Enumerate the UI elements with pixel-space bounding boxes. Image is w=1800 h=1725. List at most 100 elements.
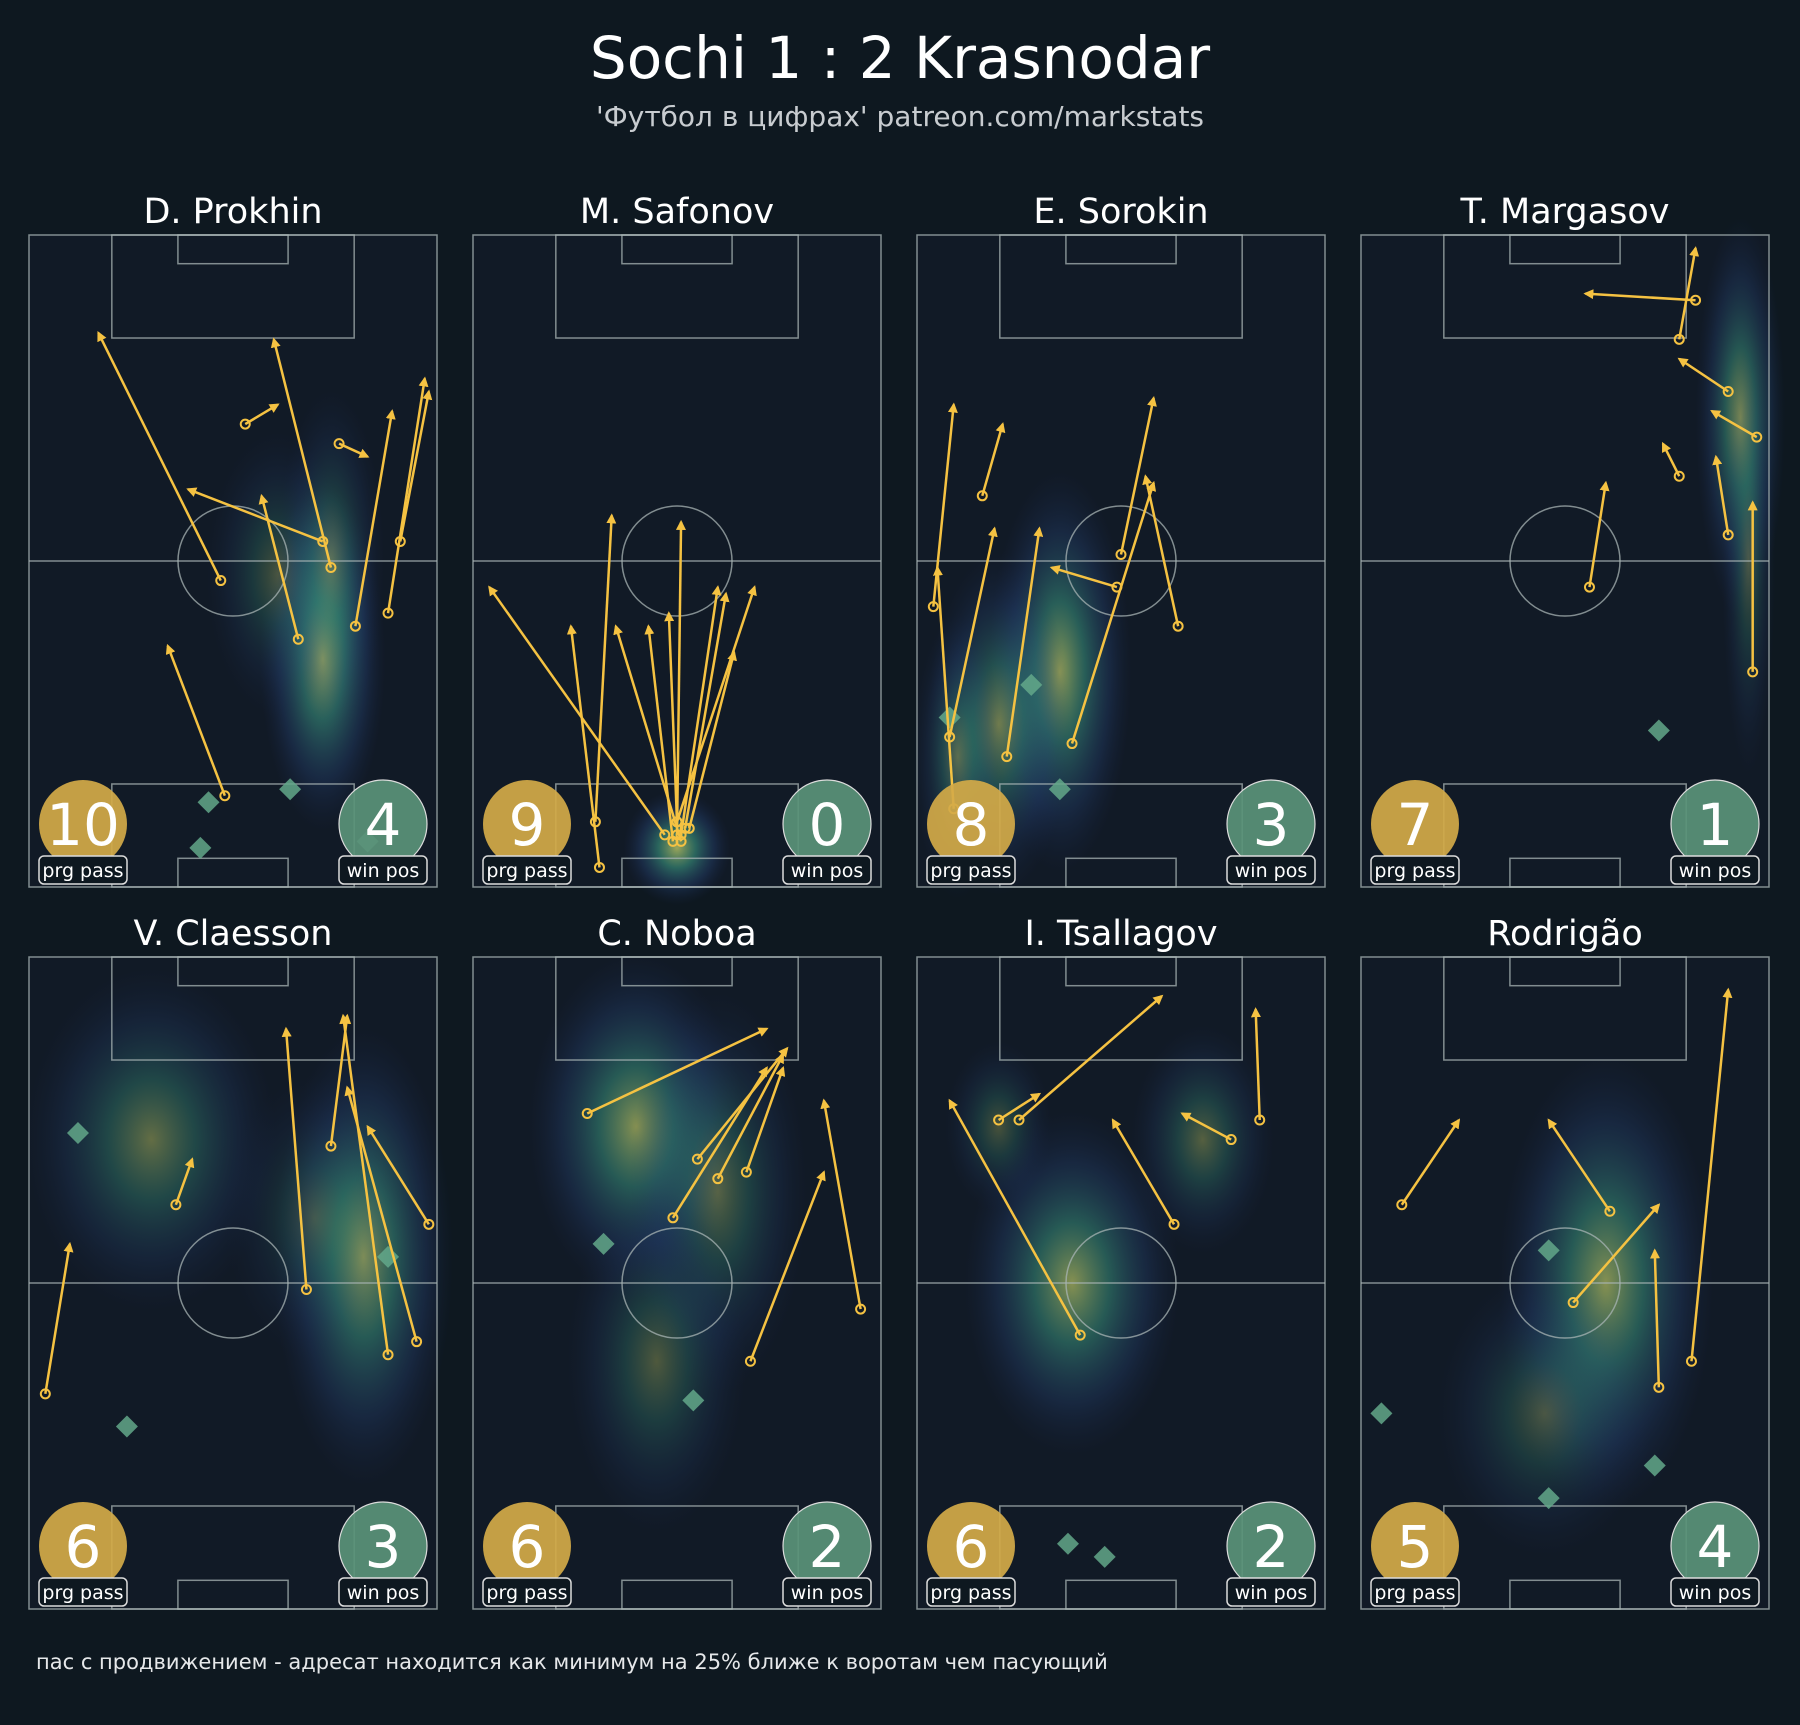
progressive-pass-arrow: [488, 585, 666, 836]
win-position-marker: [1643, 1454, 1666, 1477]
progressive-pass-arrow: [1690, 987, 1733, 1362]
top-six-yard-box: [177, 234, 289, 265]
centre-circle: [621, 505, 733, 617]
prg-pass-badge: [1371, 1502, 1459, 1590]
bottom-six-yard-box: [621, 1579, 733, 1610]
progressive-pass-arrow: [165, 643, 227, 797]
prg-pass-badge: [483, 780, 571, 868]
pass-origin: [39, 1388, 51, 1400]
progressive-pass-arrow: [981, 422, 1006, 497]
progressive-pass-arrow: [344, 1085, 418, 1343]
win-pos-label-box: [1670, 1577, 1760, 1607]
win-pos-label-box: [782, 855, 872, 885]
prg-pass-label: prg pass: [930, 860, 1011, 882]
prg-pass-count: 6: [953, 1513, 990, 1581]
player-name: Rodrigão: [1487, 914, 1643, 954]
progressive-pass-arrow: [594, 513, 617, 822]
pass-origin: [581, 1107, 593, 1119]
win-position-marker: [279, 778, 302, 801]
win-pos-label: win pos: [1235, 860, 1307, 882]
heat-blob: [623, 790, 731, 906]
progressive-pass-arrow: [749, 1170, 826, 1362]
progressive-pass-arrow: [683, 591, 730, 829]
prg-pass-label-box: [926, 1577, 1016, 1607]
win-pos-count: 1: [1697, 791, 1734, 859]
centre-circle: [1509, 1227, 1621, 1339]
win-position-marker: [1370, 1402, 1393, 1425]
progressive-pass-arrow: [1005, 526, 1044, 757]
progressive-pass-arrow: [1049, 565, 1118, 589]
chart-title: Sochi 1 : 2 Krasnodar: [589, 24, 1211, 92]
pass-origin: [1074, 1329, 1086, 1341]
win-pos-count: 4: [1697, 1513, 1734, 1581]
progressive-pass-arrow: [399, 389, 433, 542]
win-pos-label: win pos: [791, 1582, 863, 1604]
progressive-pass-arrow: [329, 1013, 352, 1147]
pass-origin: [325, 1140, 337, 1152]
bottom-six-yard-box: [1509, 857, 1621, 888]
pass-origin: [659, 829, 671, 841]
progressive-pass-arrow: [696, 1046, 789, 1160]
pass-origin: [349, 620, 361, 632]
progressive-pass-arrow: [339, 1013, 390, 1355]
progressive-pass-arrow: [386, 376, 429, 614]
win-pos-label-box: [782, 1577, 872, 1607]
pass-origin: [300, 1284, 312, 1296]
progressive-pass-arrow: [675, 585, 757, 823]
win-position-marker: [197, 791, 220, 814]
win-position-marker: [592, 1232, 615, 1255]
prg-pass-label-box: [482, 1577, 572, 1607]
win-pos-count: 4: [365, 791, 402, 859]
win-pos-count: 2: [1253, 1513, 1290, 1581]
pass-origin: [1254, 1114, 1266, 1126]
heat-blob: [1130, 1024, 1275, 1255]
win-pos-label: win pos: [347, 1582, 419, 1604]
centre-circle: [177, 1227, 289, 1339]
win-pos-label: win pos: [1679, 860, 1751, 882]
pass-origin: [219, 790, 231, 802]
bottom-six-yard-box: [1509, 1579, 1621, 1610]
prg-pass-count: 8: [953, 791, 990, 859]
pass-origin: [712, 1173, 724, 1185]
prg-pass-label: prg pass: [42, 1582, 123, 1604]
prg-pass-badge: [927, 1502, 1015, 1590]
pass-origin: [1690, 294, 1702, 306]
pass-origin: [667, 1212, 679, 1224]
prg-pass-badge: [39, 1502, 127, 1590]
win-pos-count: 3: [365, 1513, 402, 1581]
progressive-pass-arrow: [671, 1066, 768, 1219]
progressive-pass-arrow: [1400, 1118, 1461, 1206]
win-position-marker: [1056, 1532, 1079, 1555]
win-position-marker: [1647, 719, 1670, 742]
bottom-six-yard-box: [1065, 857, 1177, 888]
pass-origin: [1168, 1218, 1180, 1230]
progressive-pass-arrow: [244, 403, 280, 426]
progressive-pass-arrow: [1070, 480, 1157, 744]
pass-origin: [382, 607, 394, 619]
progressive-pass-arrow: [270, 337, 333, 568]
pass-origin: [691, 1153, 703, 1165]
pass-origin: [423, 1218, 435, 1230]
win-position-marker: [682, 1389, 705, 1412]
progressive-pass-arrow: [1111, 1118, 1176, 1225]
prg-pass-label: prg pass: [42, 860, 123, 882]
win-pos-label-box: [338, 855, 428, 885]
progressive-pass-arrow: [1583, 289, 1696, 302]
bottom-six-yard-box: [177, 857, 289, 888]
progressive-pass-arrow: [1678, 246, 1700, 340]
progressive-pass-arrow: [745, 1065, 786, 1173]
pass-origin: [292, 633, 304, 645]
progressive-pass-arrow: [1547, 1118, 1611, 1212]
progressive-pass-arrow: [1661, 441, 1681, 477]
chart-subtitle: 'Футбол в цифрах' patreon.com/markstats: [595, 100, 1205, 133]
pass-origin: [1673, 470, 1685, 482]
pass-origin: [1653, 1381, 1665, 1393]
pass-origin: [325, 562, 337, 574]
pass-origin: [1396, 1199, 1408, 1211]
heat-blob: [566, 1189, 747, 1534]
